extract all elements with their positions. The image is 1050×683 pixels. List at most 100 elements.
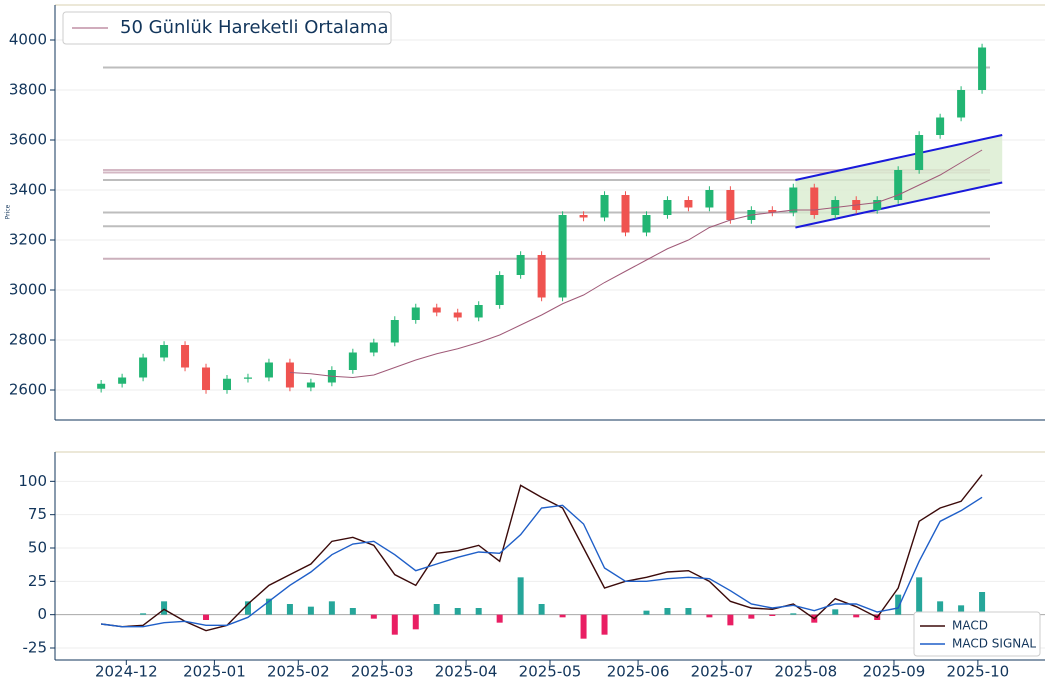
legend-label: MACD (952, 619, 988, 633)
histogram-bar (265, 598, 272, 615)
x-tick-label: 2025-02 (267, 663, 330, 681)
histogram-bar (916, 577, 923, 615)
series-line (289, 149, 983, 379)
candle-body (705, 190, 714, 208)
histogram-bar (454, 608, 461, 615)
histogram-bar (286, 604, 293, 615)
histogram-bar (748, 614, 755, 619)
histogram-bar (580, 614, 587, 639)
y-tick-label: 3600 (9, 131, 47, 149)
y-tick-label: 2800 (9, 331, 47, 349)
histogram-bar (370, 614, 377, 619)
histogram-bar (161, 601, 168, 615)
histogram-bar (895, 594, 902, 615)
y-tick-label: 25 (28, 572, 47, 590)
candle-body (160, 345, 169, 358)
candle-body (642, 215, 651, 233)
histogram-bar (475, 608, 482, 615)
candle-body (684, 200, 693, 208)
x-tick-label: 2025-01 (183, 663, 246, 681)
histogram-bar (391, 614, 398, 635)
series-line (101, 474, 983, 632)
candle-body (936, 117, 945, 135)
histogram-bar (937, 601, 944, 615)
legend-box (913, 611, 1041, 657)
candle-body (97, 383, 106, 389)
y-tick-label: 100 (18, 472, 47, 490)
candle-body (873, 200, 882, 210)
candle-body (348, 352, 357, 370)
legend-box (62, 11, 392, 45)
x-tick-label: 2025-05 (519, 663, 582, 681)
histogram-bar (601, 614, 608, 635)
x-tick-label: 2025-04 (435, 663, 498, 681)
candle-body (118, 377, 127, 384)
x-tick-label: 2025-06 (607, 663, 670, 681)
y-tick-label: 3200 (9, 231, 47, 249)
candle-body (369, 342, 378, 353)
y-tick-label: -25 (23, 639, 48, 657)
candle-body (453, 312, 462, 318)
y-tick-label: 4000 (9, 31, 47, 49)
candle-body (222, 378, 231, 390)
histogram-bar (832, 609, 839, 615)
y-tick-label: 2600 (9, 381, 47, 399)
candle-body (726, 190, 735, 220)
candle-body (139, 357, 148, 378)
candle-body (978, 47, 987, 90)
candle-body (495, 275, 504, 305)
histogram-bar (958, 605, 965, 615)
candle-body (894, 170, 903, 200)
candle-body (810, 187, 819, 215)
y-tick-label: 50 (28, 539, 47, 557)
candle-body (663, 200, 672, 215)
histogram-bar (203, 614, 210, 620)
candle-body (474, 305, 483, 318)
histogram-bar (328, 601, 335, 615)
histogram-bar (769, 614, 776, 616)
channel-lower (795, 181, 1003, 229)
histogram-bar (643, 610, 650, 615)
histogram-bar (790, 613, 797, 615)
histogram-bar (706, 614, 713, 618)
x-tick-label: 2024-12 (95, 663, 158, 681)
candle-body (181, 345, 190, 368)
histogram-bar (496, 614, 503, 623)
histogram-bar (140, 613, 147, 615)
x-tick-label: 2025-07 (691, 663, 754, 681)
candle-body (579, 215, 588, 218)
candle-body (243, 377, 252, 379)
histogram-bar (664, 608, 671, 615)
candle-body (306, 382, 315, 388)
y-tick-label: 75 (28, 505, 47, 523)
histogram-bar (244, 601, 251, 615)
histogram-bar (538, 604, 545, 615)
candle-body (202, 367, 211, 390)
histogram-bar (349, 608, 356, 615)
x-tick-label: 2025-10 (947, 663, 1010, 681)
histogram-bar (559, 614, 566, 618)
candle-body (537, 255, 546, 298)
channel-upper (795, 134, 1003, 181)
histogram-bar (412, 614, 419, 630)
candle-body (285, 362, 294, 388)
candle-body (558, 215, 567, 298)
candle-body (600, 195, 609, 218)
y-tick-label: 0 (37, 605, 47, 623)
histogram-bar (517, 577, 524, 615)
histogram-bar (979, 592, 986, 615)
y-tick-label: 3400 (9, 181, 47, 199)
x-tick-label: 2025-09 (863, 663, 926, 681)
candle-body (621, 195, 630, 233)
candle-body (390, 320, 399, 343)
candle-body (915, 135, 924, 170)
candle-body (411, 307, 420, 320)
histogram-bar (853, 614, 860, 618)
candle-body (789, 187, 798, 213)
candle-body (264, 362, 273, 378)
histogram-bar (685, 608, 692, 615)
candle-body (432, 307, 441, 313)
histogram-bar (307, 606, 314, 615)
y-tick-label: 3800 (9, 81, 47, 99)
